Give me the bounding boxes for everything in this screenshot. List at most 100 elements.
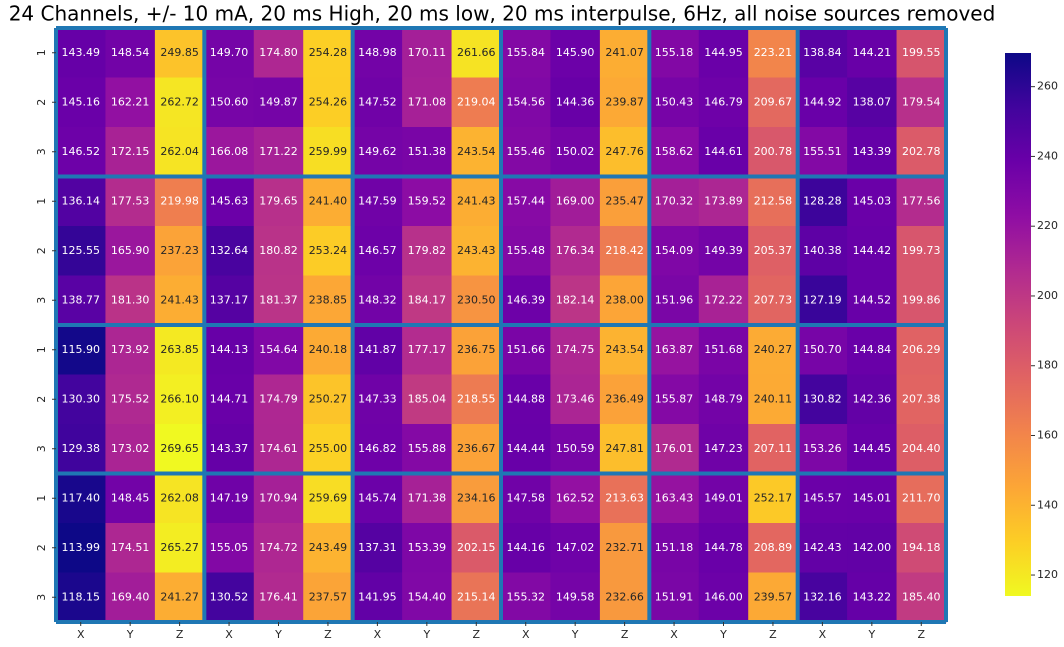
heatmap-cell — [154, 325, 205, 375]
cell-label: 143.37 — [210, 442, 249, 455]
heatmap-cell — [303, 325, 354, 375]
cell-label: 176.41 — [259, 590, 298, 603]
cell-label: 158.62 — [655, 145, 694, 158]
y-tick-label: 1 — [35, 495, 48, 502]
heatmap-cell — [451, 325, 502, 375]
cell-label: 204.40 — [902, 442, 941, 455]
cell-label: 155.32 — [506, 590, 545, 603]
cell-label: 170.11 — [408, 46, 447, 59]
cell-label: 148.45 — [111, 491, 150, 504]
heatmap-cell — [649, 523, 700, 573]
heatmap-cell — [550, 572, 601, 623]
heatmap-cell — [204, 226, 255, 276]
heatmap-cell — [896, 374, 947, 425]
heatmap-cell — [352, 523, 403, 573]
heatmap-cell — [748, 77, 799, 128]
cell-label: 144.45 — [853, 442, 892, 455]
heatmap-cell — [253, 28, 304, 78]
heatmap-cell — [501, 176, 551, 227]
cell-label: 150.60 — [210, 95, 249, 108]
cell-label: 130.52 — [210, 590, 249, 603]
cell-label: 143.39 — [853, 145, 892, 158]
x-tick-label: X — [374, 628, 382, 641]
heatmap-cell — [402, 127, 453, 177]
heatmap-cell — [105, 127, 156, 177]
cell-label: 243.49 — [309, 541, 348, 554]
cell-label: 155.51 — [803, 145, 842, 158]
heatmap-cell — [56, 473, 106, 524]
cell-label: 169.40 — [111, 590, 150, 603]
cell-label: 177.56 — [902, 194, 941, 207]
heatmap-cell — [847, 226, 898, 276]
cell-label: 163.87 — [655, 343, 694, 356]
cell-label: 144.42 — [853, 244, 892, 257]
cell-label: 199.73 — [902, 244, 941, 257]
heatmap-cell — [649, 176, 700, 227]
heatmap-cell — [748, 572, 799, 623]
heatmap-cell — [847, 572, 898, 623]
cell-label: 147.58 — [506, 491, 545, 504]
cell-label: 174.61 — [259, 442, 298, 455]
x-tick-label: Z — [621, 628, 629, 641]
heatmap-cell — [550, 275, 601, 326]
cell-label: 147.52 — [358, 95, 397, 108]
heatmap-cell — [501, 325, 551, 375]
heatmap-cell — [599, 28, 650, 78]
cell-label: 129.38 — [61, 442, 100, 455]
cell-label: 155.48 — [506, 244, 545, 257]
heatmap-cell — [847, 127, 898, 177]
y-tick-label: 2 — [35, 396, 48, 403]
heatmap-cell — [501, 523, 551, 573]
heatmap-cell — [896, 424, 947, 474]
x-tick-label: Y — [126, 628, 134, 641]
cell-label: 211.70 — [902, 491, 941, 504]
heatmap-cell — [451, 275, 502, 326]
cell-label: 232.66 — [605, 590, 644, 603]
cell-label: 173.02 — [111, 442, 150, 455]
cell-label: 146.82 — [358, 442, 397, 455]
heatmap-cell — [698, 473, 749, 524]
cell-label: 237.57 — [309, 590, 348, 603]
cell-label: 265.27 — [160, 541, 199, 554]
heatmap-cell — [847, 275, 898, 326]
x-tick-label: X — [77, 628, 85, 641]
x-tick-label: Z — [324, 628, 332, 641]
heatmap-cell — [204, 424, 255, 474]
cell-label: 171.08 — [408, 95, 447, 108]
cell-label: 262.08 — [160, 491, 199, 504]
cell-label: 144.44 — [506, 442, 545, 455]
cell-label: 146.79 — [704, 95, 743, 108]
cell-label: 127.19 — [803, 293, 842, 306]
cell-label: 174.79 — [259, 392, 298, 405]
heatmap-cell — [451, 374, 502, 425]
heatmap-cell — [451, 77, 502, 128]
cell-label: 185.40 — [902, 590, 941, 603]
heatmap-cell — [154, 127, 205, 177]
cell-label: 141.87 — [358, 343, 397, 356]
heatmap-cell — [56, 523, 106, 573]
cell-label: 262.04 — [160, 145, 199, 158]
heatmap-cell — [649, 28, 700, 78]
cell-label: 254.28 — [309, 46, 348, 59]
colorbar-tick-label: 140 — [1037, 498, 1058, 511]
cell-label: 166.08 — [210, 145, 249, 158]
cell-label: 147.19 — [210, 491, 249, 504]
cell-label: 159.52 — [408, 194, 447, 207]
cell-label: 145.74 — [358, 491, 397, 504]
cell-label: 138.84 — [803, 46, 842, 59]
cell-label: 241.43 — [160, 293, 199, 306]
cell-label: 236.49 — [605, 392, 644, 405]
heatmap-cell — [599, 424, 650, 474]
y-tick-label: 3 — [35, 148, 48, 155]
cell-label: 179.54 — [902, 95, 941, 108]
heatmap-cell — [698, 523, 749, 573]
cell-label: 259.99 — [309, 145, 348, 158]
heatmap-cell — [352, 473, 403, 524]
cell-label: 236.75 — [457, 343, 496, 356]
cell-label: 218.55 — [457, 392, 496, 405]
cell-label: 151.91 — [655, 590, 694, 603]
heatmap-cell — [748, 473, 799, 524]
cell-label: 179.82 — [408, 244, 447, 257]
heatmap-cell — [352, 572, 403, 623]
